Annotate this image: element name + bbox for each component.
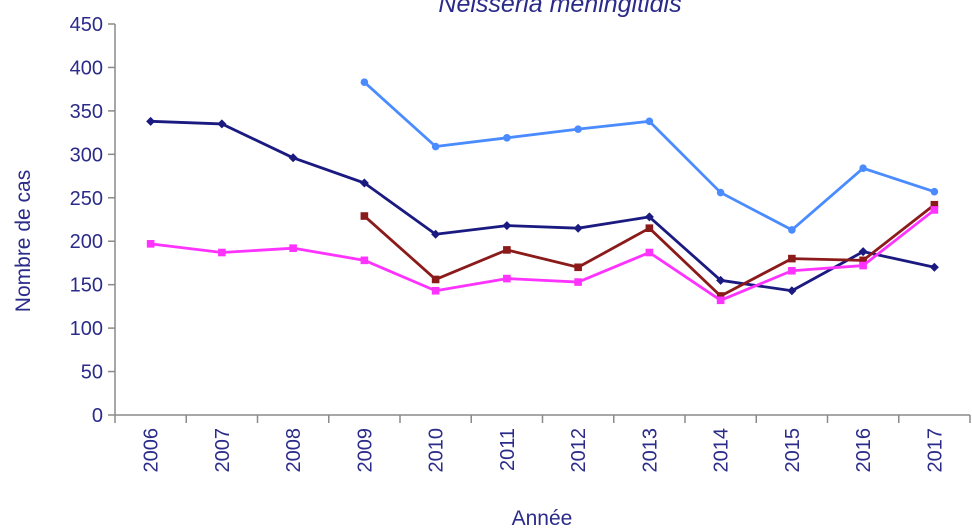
data-point <box>716 188 725 197</box>
x-tick-label: 2015 <box>782 428 804 473</box>
x-tick-label: 2012 <box>568 428 590 473</box>
x-tick-label: 2011 <box>497 428 519 471</box>
y-tick-label: 100 <box>70 318 103 340</box>
data-point <box>503 134 511 142</box>
data-point <box>930 187 939 196</box>
y-tick-label: 300 <box>70 144 103 166</box>
data-point <box>788 254 796 263</box>
x-axis-label: Année <box>512 507 573 530</box>
y-tick-label: 350 <box>70 101 103 123</box>
data-point <box>930 200 939 209</box>
data-point <box>788 266 796 275</box>
data-point <box>644 212 654 222</box>
data-point <box>503 274 511 283</box>
data-point <box>288 153 298 163</box>
data-point <box>360 256 369 265</box>
series-3 <box>360 200 939 300</box>
data-point <box>146 240 155 248</box>
data-point <box>716 275 726 285</box>
data-point <box>431 229 441 239</box>
data-point <box>859 256 867 265</box>
data-point <box>859 261 867 270</box>
y-axis: 0 50 100 150 200 250 300 350 400 450 <box>70 14 116 427</box>
data-point <box>431 275 440 284</box>
data-point <box>218 248 226 257</box>
y-tick-label: 150 <box>70 275 103 297</box>
data-point <box>930 206 939 214</box>
series-1 <box>146 116 939 296</box>
data-point <box>716 296 725 305</box>
x-tick-label: 2017 <box>924 428 946 473</box>
data-point <box>645 117 654 126</box>
x-tick-label: 2006 <box>141 428 163 473</box>
series-2 <box>360 78 939 234</box>
data-point <box>289 244 297 252</box>
x-tick-label: 2014 <box>711 428 733 473</box>
x-tick-label: 2013 <box>639 428 661 473</box>
x-tick-label: 2008 <box>283 428 305 473</box>
data-point <box>574 263 582 272</box>
data-point <box>431 142 440 151</box>
data-point <box>645 248 654 257</box>
y-tick-label: 450 <box>70 14 103 36</box>
x-tick-label: 2016 <box>853 428 875 473</box>
series-line <box>150 119 935 293</box>
data-point <box>360 78 369 87</box>
y-tick-label: 250 <box>70 188 103 210</box>
data-point <box>859 164 867 173</box>
series-4 <box>146 206 939 305</box>
series-line <box>150 208 936 302</box>
data-point <box>787 286 797 296</box>
data-point <box>645 224 654 232</box>
data-point <box>431 286 440 295</box>
x-tick-label: 2007 <box>212 428 234 473</box>
data-point <box>788 226 796 234</box>
x-axis: 2006 2007 2008 2009 2010 2011 2012 2013 2014 2015… <box>114 414 971 473</box>
data-point <box>359 178 369 188</box>
y-tick-label: 50 <box>81 362 103 384</box>
data-point <box>858 247 868 257</box>
data-point <box>574 125 582 133</box>
data-point <box>573 223 583 233</box>
data-point <box>716 292 725 300</box>
data-point <box>146 116 156 126</box>
chart-title: Neisseria meningitidis <box>438 0 681 18</box>
data-point <box>929 262 939 272</box>
y-tick-label: 200 <box>70 231 103 253</box>
series-layer <box>146 78 939 305</box>
x-tick-label: 2009 <box>354 428 376 473</box>
data-point <box>574 278 582 286</box>
y-axis-label: Nombre de cas <box>12 170 35 312</box>
series-line <box>363 81 935 232</box>
data-point <box>502 221 512 231</box>
y-tick-label: 0 <box>92 405 103 427</box>
data-point <box>503 246 511 254</box>
data-point <box>360 212 369 220</box>
y-tick-label: 400 <box>70 57 103 79</box>
data-point <box>217 119 227 129</box>
x-tick-label: 2010 <box>426 428 448 473</box>
